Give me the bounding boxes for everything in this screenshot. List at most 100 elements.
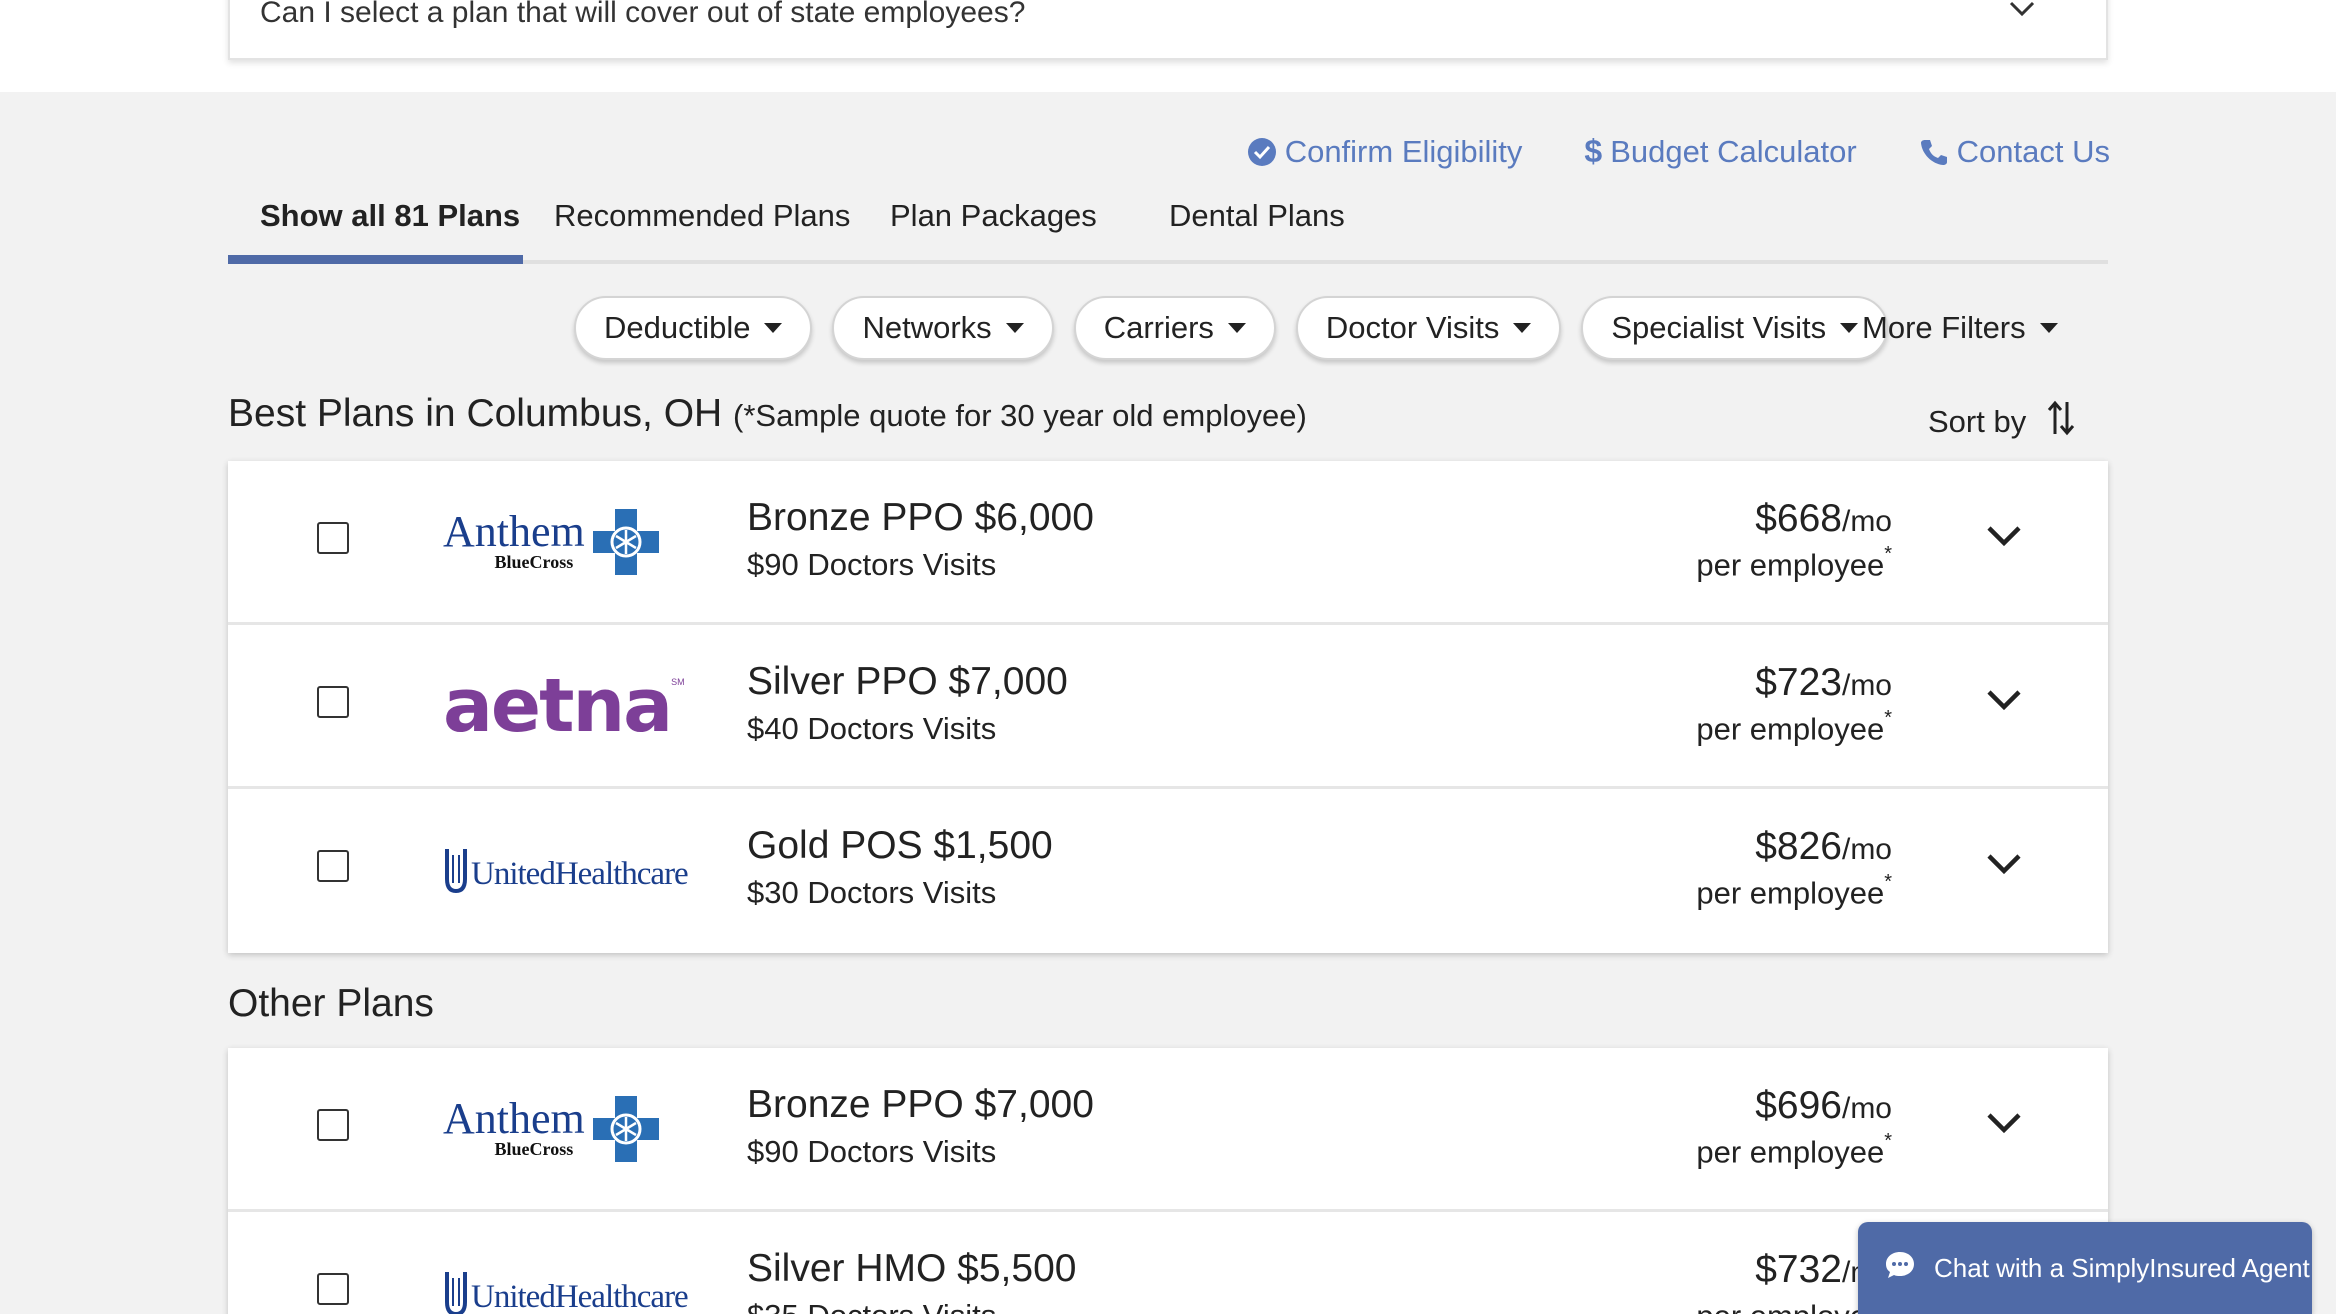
tab-show-all-plans[interactable]: Show all 81 Plans [228,198,552,264]
per-employee-label: per employee [1696,875,1885,911]
other-plans-list: Anthem BlueCross Bronze PPO $7,000 $90 D… [228,1048,2108,1314]
other-plans-title: Other Plans [228,982,434,1025]
sort-by-button[interactable]: Sort by [1928,400,2076,444]
filter-label: Deductible [604,310,751,345]
deductible-filter[interactable]: Deductible [574,296,813,360]
plan-doctor-visits: $30 Doctors Visits [747,875,997,910]
uhc-wordmark: UnitedHealthcare [471,1278,689,1314]
tab-label: Dental Plans [1169,198,1345,233]
anthem-bluecross-text: BlueCross [494,551,574,572]
chevron-down-icon[interactable] [1986,853,2022,880]
tab-dental-plans[interactable]: Dental Plans [1137,198,1377,264]
chevron-down-icon[interactable] [2008,0,2036,23]
anthem-logo: Anthem BlueCross [443,1086,703,1172]
price-amount: $723 [1755,661,1842,704]
plan-row[interactable]: Anthem BlueCross Bronze PPO $7,000 $90 D… [228,1048,2108,1212]
chat-label: Chat with a SimplyInsured Agent [1934,1252,2310,1283]
best-plans-heading: Best Plans in Columbus, OH (*Sample quot… [228,392,1307,436]
chevron-down-icon[interactable] [1986,1112,2022,1139]
price-unit: per employee* [1696,1130,1892,1170]
price-amount: $826 [1755,825,1842,868]
tab-label: Recommended Plans [554,198,851,233]
phone-icon [1919,137,1949,167]
plan-price: $696/mo [1755,1084,1892,1128]
faq-item[interactable]: Can I select a plan that will cover out … [228,0,2108,60]
uhc-mark-icon [445,1272,467,1314]
price-unit: per employee* [1696,543,1892,583]
filter-label: Networks [862,310,992,345]
caret-down-icon [1513,323,1532,333]
filter-bar: Deductible Networks Carriers Doctor Visi… [574,296,1889,360]
chevron-down-icon[interactable] [1986,525,2022,552]
price-unit: per employee* [1696,707,1892,747]
caret-down-icon [764,323,783,333]
plan-select-checkbox[interactable] [317,1109,349,1141]
plan-select-checkbox[interactable] [317,1273,349,1305]
networks-filter[interactable]: Networks [832,296,1054,360]
tab-plan-packages[interactable]: Plan Packages [858,198,1129,264]
plan-name: Bronze PPO $7,000 [747,1083,1094,1126]
aetna-wordmark: aetna [443,663,673,749]
doctor-visits-filter[interactable]: Doctor Visits [1295,296,1562,360]
caret-down-icon [1840,323,1859,333]
more-filters-label: More Filters [1862,310,2026,345]
carriers-filter[interactable]: Carriers [1073,296,1276,360]
plan-row[interactable]: UnitedHealthcare Gold POS $1,500 $30 Doc… [228,789,2108,953]
best-plans-title: Best Plans in Columbus, OH [228,392,723,435]
confirm-eligibility-label: Confirm Eligibility [1284,133,1523,169]
budget-calculator-link[interactable]: $ Budget Calculator [1584,133,1856,170]
plan-select-checkbox[interactable] [317,522,349,554]
dollar-icon: $ [1584,133,1603,169]
plan-doctor-visits: $40 Doctors Visits [747,711,997,746]
action-links: Confirm Eligibility $ Budget Calculator … [1247,133,2110,170]
plan-name: Silver HMO $5,500 [747,1247,1077,1290]
asterisk: * [1884,871,1892,893]
chevron-down-icon[interactable] [1986,689,2022,716]
caret-down-icon [1227,323,1246,333]
plan-row[interactable]: Anthem BlueCross Bronze PPO $6,000 $90 D… [228,461,2108,625]
plan-select-checkbox[interactable] [317,686,349,718]
best-plans-subtitle: (*Sample quote for 30 year old employee) [733,398,1307,433]
tab-label: Plan Packages [890,198,1097,233]
filter-label: Carriers [1103,310,1214,345]
faq-question: Can I select a plan that will cover out … [260,0,1026,29]
plan-doctor-visits: $35 Doctors Visits [747,1298,996,1314]
plan-doctor-visits: $90 Doctors Visits [747,1134,997,1169]
per-employee-label: per employee [1696,547,1885,583]
more-filters-button[interactable]: More Filters [1862,296,2058,360]
contact-us-link[interactable]: Contact Us [1919,133,2110,170]
sort-by-label: Sort by [1928,404,2027,439]
plan-row[interactable]: aetna SM Silver PPO $7,000 $40 Doctors V… [228,625,2108,789]
other-plans-heading: Other Plans [228,982,434,1026]
price-unit: per employee* [1696,871,1892,911]
tab-recommended-plans[interactable]: Recommended Plans [522,198,882,264]
contact-us-label: Contact Us [1956,133,2110,169]
specialist-visits-filter[interactable]: Specialist Visits [1581,296,1889,360]
price-amount: $732 [1755,1248,1842,1291]
budget-calculator-label: Budget Calculator [1610,133,1857,169]
filter-label: Specialist Visits [1611,310,1827,345]
caret-down-icon [1005,323,1024,333]
price-period: /mo [1841,669,1892,702]
best-plans-list: Anthem BlueCross Bronze PPO $6,000 $90 D… [228,461,2108,953]
unitedhealthcare-logo: UnitedHealthcare [443,1250,703,1314]
per-employee-label: per employee [1696,1134,1885,1170]
aetna-logo: aetna SM [443,663,703,749]
bluecross-icon [592,1096,659,1162]
plan-tabs: Show all 81 Plans Recommended Plans Plan… [228,190,2108,264]
chat-agent-button[interactable]: Chat with a SimplyInsured Agent [1858,1222,2312,1314]
asterisk: * [1884,707,1892,729]
aetna-service-mark: SM [671,677,685,687]
plan-row[interactable]: UnitedHealthcare Silver HMO $5,500 $35 D… [228,1212,2108,1314]
asterisk: * [1884,543,1892,565]
price-amount: $696 [1755,1084,1842,1127]
confirm-eligibility-link[interactable]: Confirm Eligibility [1247,133,1523,170]
filter-label: Doctor Visits [1325,310,1500,345]
plan-doctor-visits: $90 Doctors Visits [747,547,997,582]
price-period: /mo [1841,833,1892,866]
caret-down-icon [2039,323,2058,333]
uhc-wordmark: UnitedHealthcare [471,855,689,892]
plan-select-checkbox[interactable] [317,850,349,882]
anthem-bluecross-text: BlueCross [494,1138,574,1159]
anthem-wordmark: Anthem [443,506,585,556]
